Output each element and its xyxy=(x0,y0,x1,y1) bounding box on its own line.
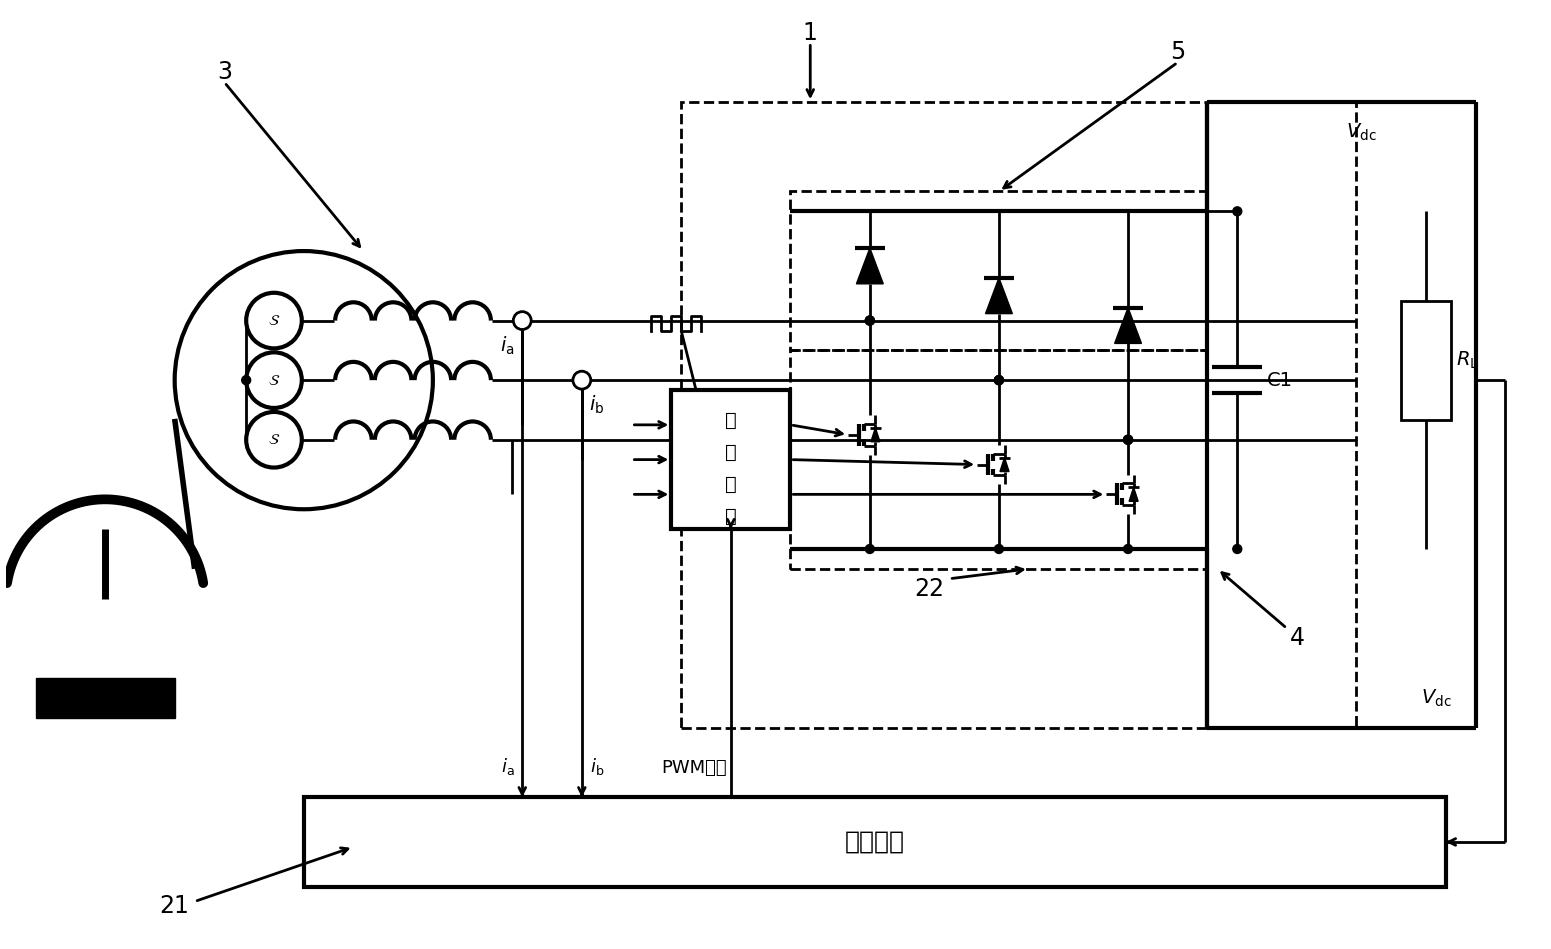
Text: $i_{\rm a}$: $i_{\rm a}$ xyxy=(501,756,515,777)
Text: 3: 3 xyxy=(217,61,231,84)
Circle shape xyxy=(865,316,875,326)
Text: 4: 4 xyxy=(1289,626,1304,650)
Bar xyxy=(304,797,1446,886)
Text: 22: 22 xyxy=(915,577,945,601)
Circle shape xyxy=(1123,436,1132,444)
Text: 1: 1 xyxy=(803,21,817,45)
Circle shape xyxy=(994,376,1003,384)
Circle shape xyxy=(1123,545,1132,553)
Text: PWM信号: PWM信号 xyxy=(661,759,727,777)
Text: $V_{\rm dc}$: $V_{\rm dc}$ xyxy=(1421,687,1452,709)
Circle shape xyxy=(1123,436,1132,444)
Polygon shape xyxy=(985,278,1013,313)
Circle shape xyxy=(572,371,591,389)
Circle shape xyxy=(865,316,875,326)
Text: C1: C1 xyxy=(1267,371,1294,390)
Circle shape xyxy=(865,316,875,326)
Text: 21: 21 xyxy=(160,895,189,919)
Text: 驱: 驱 xyxy=(724,411,737,430)
Text: 控制模块: 控制模块 xyxy=(845,830,904,854)
Text: $\mathcal{S}$: $\mathcal{S}$ xyxy=(268,373,281,387)
Circle shape xyxy=(865,545,875,553)
Text: 模: 模 xyxy=(724,475,737,494)
Circle shape xyxy=(994,545,1003,553)
Text: $R_{\rm L}$: $R_{\rm L}$ xyxy=(1456,349,1478,371)
Text: $V_{\rm dc}$: $V_{\rm dc}$ xyxy=(1346,121,1377,142)
Circle shape xyxy=(1123,436,1132,444)
Text: $i_{\rm a}$: $i_{\rm a}$ xyxy=(499,334,515,357)
Polygon shape xyxy=(1000,457,1010,472)
Circle shape xyxy=(994,376,1003,384)
Circle shape xyxy=(242,376,251,384)
Circle shape xyxy=(1233,545,1242,553)
Bar xyxy=(1401,301,1450,419)
Text: $\mathcal{S}$: $\mathcal{S}$ xyxy=(268,432,281,447)
Text: $i_{\rm b}$: $i_{\rm b}$ xyxy=(589,756,603,777)
Bar xyxy=(791,192,1208,350)
Circle shape xyxy=(513,311,530,329)
Circle shape xyxy=(1233,207,1242,215)
Text: 动: 动 xyxy=(724,443,737,462)
Bar xyxy=(672,390,791,530)
Text: $i_{\rm b}$: $i_{\rm b}$ xyxy=(589,394,605,416)
Polygon shape xyxy=(856,248,883,284)
Polygon shape xyxy=(872,428,879,441)
Polygon shape xyxy=(1115,307,1142,344)
Circle shape xyxy=(994,376,1003,384)
Text: 5: 5 xyxy=(1169,41,1185,65)
Bar xyxy=(791,350,1208,568)
Bar xyxy=(36,679,175,717)
Bar xyxy=(681,102,1357,728)
Text: 块: 块 xyxy=(724,507,737,526)
Polygon shape xyxy=(1129,488,1138,501)
Text: $\mathcal{S}$: $\mathcal{S}$ xyxy=(268,313,281,328)
